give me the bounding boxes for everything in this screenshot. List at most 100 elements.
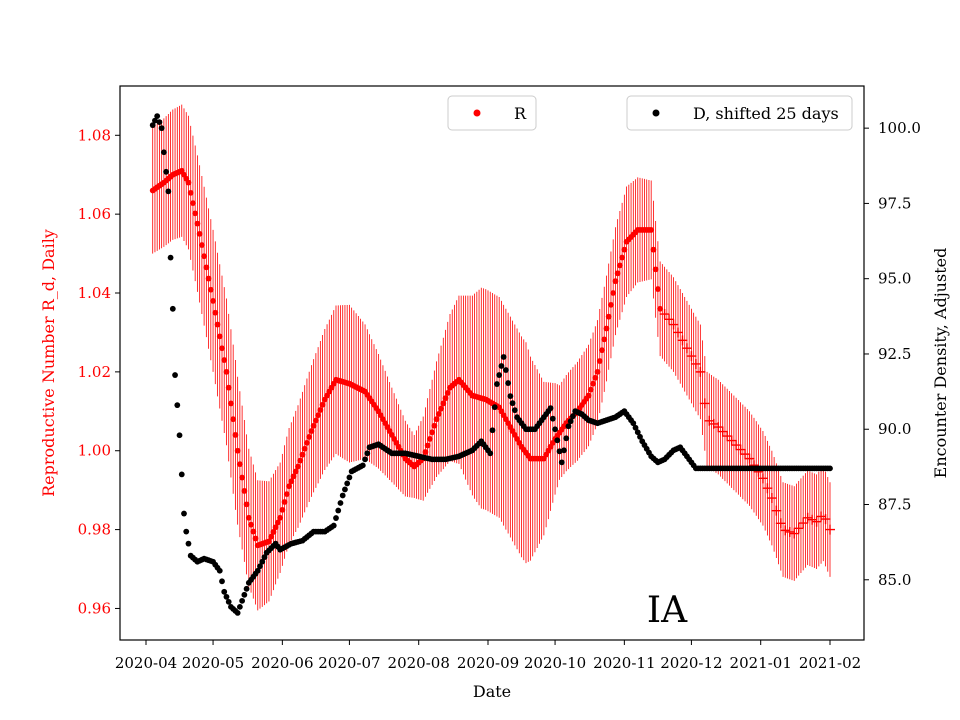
legend-d-marker (652, 109, 660, 117)
r-point (194, 220, 201, 227)
r-point (616, 262, 623, 269)
r-point (283, 491, 290, 498)
r-point (270, 529, 277, 535)
r-point (664, 314, 675, 325)
d-point (567, 418, 574, 425)
r-point (825, 524, 835, 535)
r-point (274, 519, 281, 526)
r-point (722, 431, 733, 442)
left-tick-label: 0.96 (78, 599, 111, 617)
r-point (654, 286, 661, 292)
d-point (225, 598, 232, 605)
r-point (681, 343, 692, 354)
x-tick-label: 2020-06 (251, 654, 313, 672)
d-point (169, 305, 176, 312)
d-point (491, 404, 498, 411)
r-point (230, 416, 237, 423)
d-point (156, 119, 163, 126)
d-point (502, 367, 509, 373)
r-point (210, 297, 216, 304)
d-point (154, 113, 161, 120)
r-point (205, 275, 212, 282)
left-tick-label: 0.98 (78, 521, 111, 539)
left-tick-label: 1.04 (78, 284, 111, 302)
r-point (780, 525, 791, 536)
r-point (299, 451, 306, 458)
r-point (252, 535, 259, 542)
d-point (261, 554, 268, 561)
r-point (596, 358, 603, 364)
r-point (717, 426, 728, 437)
r-point (185, 179, 192, 186)
d-point (165, 188, 172, 195)
d-point (509, 400, 516, 407)
r-point (594, 368, 601, 375)
r-point (798, 518, 809, 529)
r-point (816, 511, 827, 522)
r-point (652, 266, 659, 273)
r-point (744, 453, 755, 464)
d-point (234, 610, 241, 616)
r-point (304, 439, 310, 446)
r-point (603, 325, 610, 332)
d-point (359, 462, 366, 469)
d-point (339, 492, 346, 499)
d-point (335, 507, 342, 514)
r-point (762, 483, 773, 494)
r-point (295, 463, 301, 470)
r-point (243, 501, 250, 508)
r-point (422, 449, 429, 455)
r-point (677, 335, 688, 346)
r-point (657, 305, 664, 312)
d-point (496, 372, 503, 378)
r-point (221, 357, 228, 363)
legend-r: R (447, 95, 537, 131)
r-point (198, 242, 205, 248)
r-point (612, 278, 619, 285)
right-y-axis-label: Encounter Density, Adjusted (931, 248, 950, 479)
d-point (333, 515, 339, 521)
x-tick-label: 2020-10 (524, 654, 586, 672)
d-point (554, 437, 561, 444)
r-point (802, 512, 813, 523)
r-point (272, 524, 279, 531)
r-point (288, 478, 295, 485)
d-point (176, 432, 183, 439)
legend-d-box (626, 95, 853, 131)
x-tick-label: 2020-05 (182, 654, 244, 672)
d-point (827, 465, 833, 472)
legend-r-box (447, 95, 537, 131)
r-point (771, 505, 782, 516)
x-tick-label: 2021-01 (730, 654, 792, 672)
d-point (630, 420, 637, 427)
r-point (319, 401, 326, 408)
x-axis: 2020-04 2020-05 2020-06 2020-07 2020-08 2020-… (115, 640, 861, 672)
r-point (614, 270, 621, 277)
r-point (686, 351, 697, 362)
r-point (659, 309, 670, 320)
x-tick-label: 2020-04 (115, 654, 177, 672)
r-point (223, 368, 230, 375)
r-point (308, 428, 315, 434)
r-point (310, 422, 317, 429)
d-point (634, 429, 641, 436)
r-point (234, 447, 241, 454)
r-point (621, 246, 628, 253)
d-point (158, 125, 165, 132)
d-point (221, 588, 228, 595)
r-point (784, 526, 795, 537)
x-tick-label: 2020-09 (457, 654, 519, 672)
r-point (601, 336, 608, 343)
x-axis-label: Date (473, 682, 511, 701)
r-point (610, 290, 617, 296)
x-tick-label: 2020-11 (593, 654, 655, 672)
d-point (342, 486, 348, 493)
d-point (364, 450, 371, 457)
r-point (306, 434, 313, 440)
r-point (228, 400, 234, 407)
series-d (149, 113, 833, 616)
r-point (668, 319, 679, 330)
legend-d-label: D, shifted 25 days (693, 104, 839, 123)
r-point (203, 264, 210, 271)
right-tick-label: 92.5 (878, 345, 911, 363)
